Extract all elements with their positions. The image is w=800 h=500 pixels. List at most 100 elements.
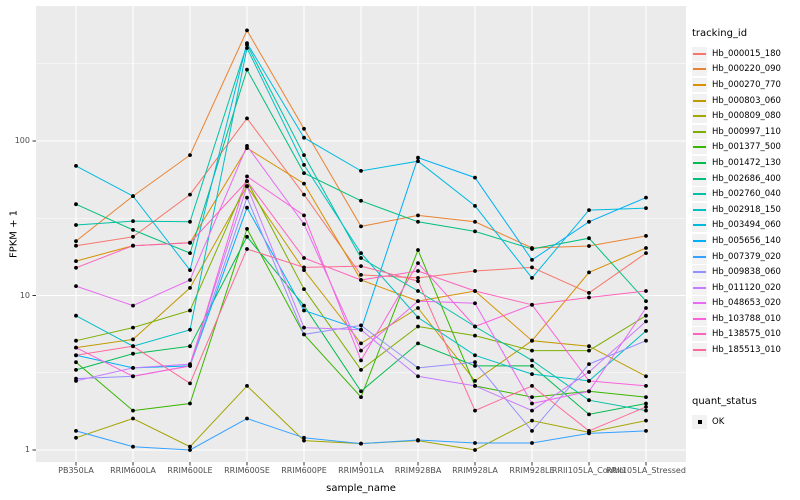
legend-item: Hb_011120_020 xyxy=(692,280,781,296)
data-point xyxy=(530,276,534,280)
x-tick-label: RRIM600LE xyxy=(167,466,213,475)
data-point xyxy=(587,219,591,224)
legend-key xyxy=(692,296,707,311)
data-point xyxy=(530,408,534,413)
data-point xyxy=(587,370,591,374)
legend-key xyxy=(692,280,707,295)
legend-item-label: Hb_000270_770 xyxy=(712,79,781,90)
data-point xyxy=(359,278,363,282)
legend-item-label: Hb_009838_060 xyxy=(712,267,781,278)
data-point xyxy=(644,313,648,318)
legend-item-label: Hb_007379_020 xyxy=(712,251,781,262)
legend-key xyxy=(692,155,707,170)
y-axis-title: FPKM + 1 xyxy=(8,209,20,259)
legend-item: Hb_000220_090 xyxy=(692,62,781,78)
data-point xyxy=(473,441,477,445)
data-point xyxy=(188,268,192,272)
line-swatch-icon xyxy=(693,52,706,55)
legend-item: Hb_138575_010 xyxy=(692,327,781,343)
data-point xyxy=(530,441,534,445)
data-point xyxy=(74,313,78,318)
data-point xyxy=(245,184,249,189)
data-point xyxy=(416,341,420,346)
data-point xyxy=(74,259,78,263)
data-point xyxy=(416,289,420,293)
data-point xyxy=(359,224,363,229)
data-point xyxy=(473,229,477,234)
legend-item: Hb_000803_060 xyxy=(692,93,781,109)
data-point xyxy=(245,116,249,121)
data-point xyxy=(644,234,648,238)
line-swatch-icon xyxy=(693,239,706,242)
data-point xyxy=(359,368,363,372)
data-point xyxy=(644,429,648,433)
legend-item: Hb_048653_020 xyxy=(692,296,781,312)
data-point xyxy=(587,398,591,403)
data-point xyxy=(530,358,534,363)
data-point xyxy=(245,67,249,72)
legend-quant-status: quant_status OK xyxy=(692,396,757,430)
data-point xyxy=(131,194,135,199)
line-swatch-icon xyxy=(693,68,706,71)
legend-item: Hb_000809_080 xyxy=(692,108,781,124)
x-tick-label: RRIM928BA xyxy=(394,466,442,475)
legend-item-label: Hb_002686_400 xyxy=(712,173,781,184)
data-point xyxy=(74,239,78,244)
legend-item-label: Hb_005656_140 xyxy=(712,235,781,246)
legend-item-label: Hb_185513_010 xyxy=(712,345,781,356)
data-point xyxy=(587,291,591,295)
legend-key xyxy=(692,343,707,358)
data-point xyxy=(587,389,591,394)
data-point xyxy=(644,329,648,333)
data-point xyxy=(302,171,306,176)
line-swatch-icon xyxy=(693,286,706,289)
legend-key xyxy=(692,202,707,217)
x-tick-label: RRIM600PE xyxy=(281,466,327,475)
legend-item: Hb_005656_140 xyxy=(692,233,781,249)
data-point xyxy=(473,360,477,365)
data-point xyxy=(188,401,192,406)
x-axis-title: sample_name xyxy=(326,483,396,494)
data-point xyxy=(188,192,192,197)
data-point xyxy=(188,381,192,386)
data-point xyxy=(587,295,591,300)
data-point xyxy=(245,179,249,184)
data-point xyxy=(587,270,591,275)
line-swatch-icon xyxy=(693,317,706,320)
data-point xyxy=(473,269,477,273)
data-point xyxy=(74,360,78,365)
data-point xyxy=(416,213,420,218)
data-point xyxy=(131,337,135,342)
data-point xyxy=(587,244,591,248)
data-point xyxy=(188,278,192,282)
data-point xyxy=(188,286,192,290)
legend-item-label: OK xyxy=(712,416,725,427)
data-point xyxy=(188,444,192,449)
legend-item-label: Hb_103788_010 xyxy=(712,313,781,324)
line-swatch-icon xyxy=(693,224,706,227)
data-point xyxy=(302,181,306,186)
data-point xyxy=(416,159,420,164)
data-point xyxy=(131,219,135,224)
data-point xyxy=(473,219,477,224)
line-swatch-icon xyxy=(693,161,706,164)
data-point xyxy=(416,269,420,273)
data-point xyxy=(473,289,477,293)
data-point xyxy=(530,401,534,406)
data-point xyxy=(416,261,420,265)
line-swatch-icon xyxy=(693,208,706,211)
data-point xyxy=(359,389,363,394)
data-point xyxy=(245,46,249,50)
data-point xyxy=(359,251,363,256)
x-tick-label: RRIM600LA xyxy=(110,466,156,475)
legend-key xyxy=(692,414,707,429)
legend-item-label: Hb_000015_180 xyxy=(712,48,781,59)
legend-item-label: Hb_138575_010 xyxy=(712,329,781,340)
data-point xyxy=(131,303,135,308)
data-point xyxy=(359,348,363,353)
line-swatch-icon xyxy=(693,83,706,86)
data-point xyxy=(302,153,306,158)
legend-item: Hb_000997_110 xyxy=(692,124,781,140)
data-point xyxy=(416,374,420,379)
